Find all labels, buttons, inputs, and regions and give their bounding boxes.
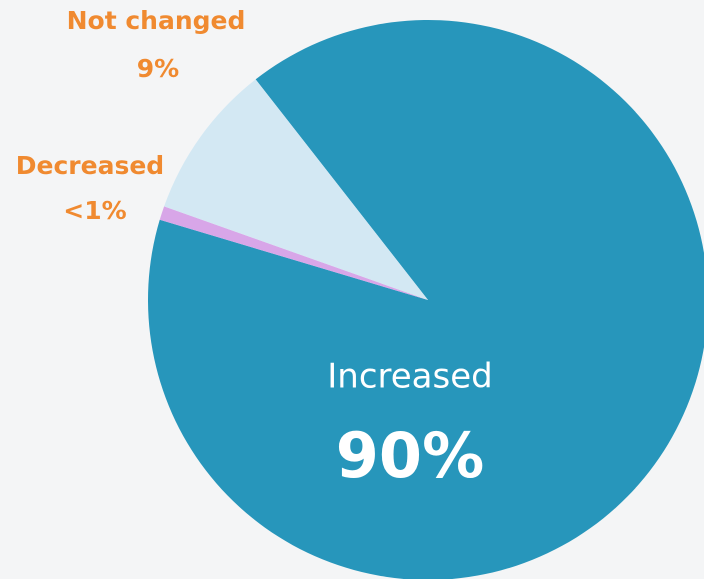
- pie-slice: [148, 20, 704, 579]
- slice-value: <1%: [63, 196, 126, 225]
- pie-slice: [159, 206, 429, 300]
- slice-value: 90%: [336, 419, 484, 492]
- pie-slice: [164, 79, 428, 300]
- slice-label: Increased: [327, 357, 492, 397]
- slice-value: 9%: [137, 54, 179, 83]
- slice-label: Not changed: [67, 6, 246, 35]
- slice-label: Decreased: [16, 151, 164, 180]
